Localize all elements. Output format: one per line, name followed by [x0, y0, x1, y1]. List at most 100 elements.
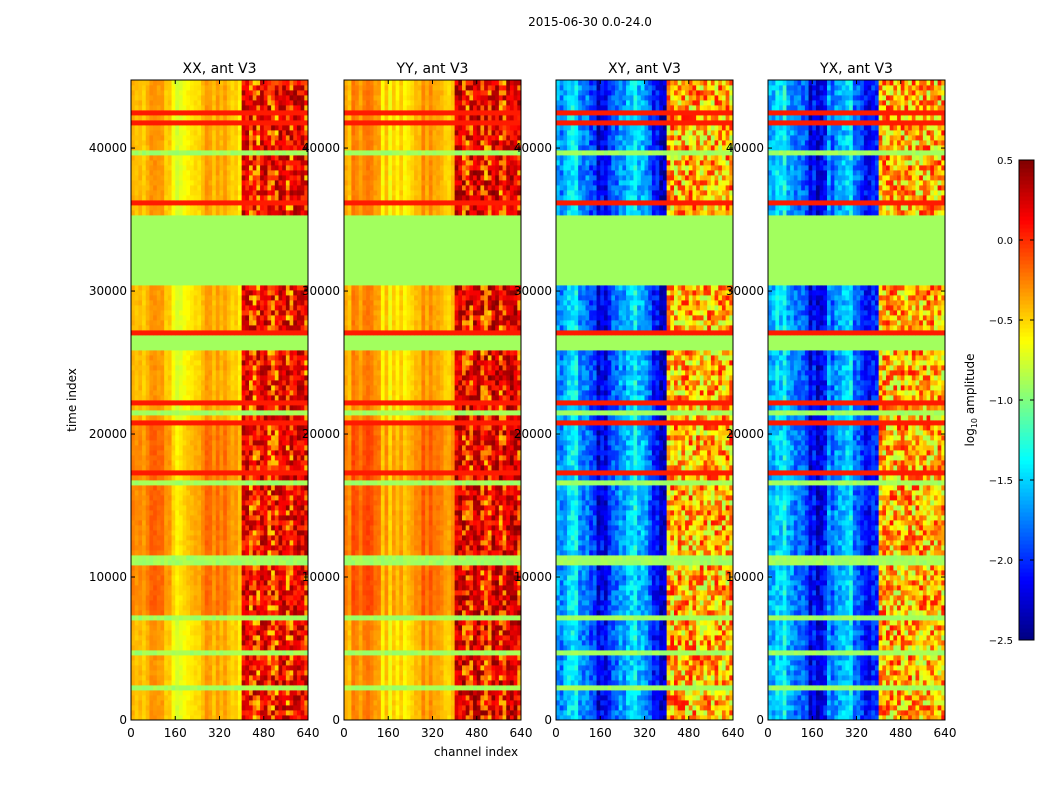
heatmap-cell: [134, 670, 139, 676]
heatmap-cell: [249, 400, 254, 406]
heatmap-cell: [212, 320, 217, 326]
heatmap-cell: [249, 275, 254, 281]
heatmap-cell: [178, 690, 184, 696]
heatmap-cell: [193, 525, 198, 531]
heatmap-cell: [293, 595, 298, 601]
heatmap-cell: [241, 635, 246, 641]
heatmap-cell: [263, 315, 268, 321]
heatmap-cell: [223, 290, 228, 296]
heatmap-cell: [131, 295, 136, 301]
heatmap-cell: [241, 565, 246, 571]
heatmap-cell: [296, 420, 302, 426]
heatmap-cell: [167, 330, 172, 336]
heatmap-cell: [201, 320, 206, 326]
heatmap-cell: [164, 260, 169, 266]
heatmap-cell: [241, 270, 246, 276]
heatmap-cell: [178, 610, 184, 616]
heatmap-cell: [285, 600, 290, 606]
heatmap-cell: [145, 535, 150, 541]
heatmap-cell: [204, 380, 209, 386]
heatmap-cell: [278, 200, 283, 206]
heatmap-cell: [223, 580, 228, 586]
heatmap-cell: [267, 245, 272, 251]
heatmap-cell: [193, 655, 198, 661]
heatmap-cell: [149, 550, 154, 556]
heatmap-cell: [201, 240, 206, 246]
heatmap-cell: [260, 330, 265, 336]
heatmap-cell: [219, 625, 224, 631]
heatmap-cell: [252, 390, 257, 396]
heatmap-cell: [241, 405, 246, 411]
heatmap-cell: [134, 455, 139, 461]
heatmap-cell: [282, 310, 287, 316]
heatmap-cell: [182, 360, 187, 366]
heatmap-cell: [252, 705, 257, 711]
heatmap-cell: [219, 205, 224, 211]
heatmap-cell: [190, 410, 195, 416]
heatmap-cell: [193, 630, 198, 636]
heatmap-cell: [164, 365, 169, 371]
heatmap-cell: [193, 295, 198, 301]
heatmap-cell: [178, 485, 184, 491]
heatmap-cell: [274, 475, 279, 481]
heatmap-cell: [215, 410, 220, 416]
heatmap-cell: [145, 300, 150, 306]
heatmap-cell: [300, 600, 305, 606]
heatmap-cell: [285, 425, 290, 431]
heatmap-cell: [149, 555, 154, 561]
heatmap-cell: [156, 225, 161, 231]
heatmap-cell: [182, 680, 187, 686]
heatmap-cell: [193, 540, 198, 546]
heatmap-cell: [223, 320, 228, 326]
heatmap-cell: [186, 370, 191, 376]
heatmap-cell: [278, 220, 283, 226]
heatmap-cell: [296, 215, 302, 221]
heatmap-cell: [171, 630, 176, 636]
heatmap-cell: [178, 215, 184, 221]
heatmap-cell: [149, 385, 154, 391]
heatmap-cell: [171, 340, 176, 346]
heatmap-cell: [149, 435, 154, 441]
heatmap-cell: [160, 715, 165, 721]
heatmap-cell: [208, 435, 213, 441]
heatmap-cell: [252, 255, 257, 261]
heatmap-cell: [208, 595, 213, 601]
heatmap-cell: [164, 575, 169, 581]
heatmap-cell: [274, 545, 279, 551]
heatmap-cell: [282, 265, 287, 271]
heatmap-cell: [212, 620, 217, 626]
heatmap-cell: [263, 225, 268, 231]
heatmap-cell: [138, 345, 143, 351]
heatmap-cell: [245, 580, 250, 586]
heatmap-cell: [293, 245, 298, 251]
heatmap-cell: [175, 705, 180, 711]
heatmap-cell: [186, 365, 191, 371]
heatmap-cell: [274, 570, 279, 576]
heatmap-cell: [252, 485, 257, 491]
heatmap-cell: [226, 585, 231, 591]
heatmap-cell: [164, 380, 169, 386]
heatmap-cell: [197, 535, 202, 541]
heatmap-cell: [190, 635, 195, 641]
heatmap-cell: [289, 560, 294, 566]
heatmap-cell: [296, 375, 302, 381]
heatmap-cell: [223, 225, 228, 231]
heatmap-cell: [175, 280, 180, 286]
heatmap-cell: [289, 485, 294, 491]
heatmap-cell: [241, 255, 246, 261]
heatmap-cell: [260, 685, 265, 691]
heatmap-cell: [212, 290, 217, 296]
heatmap-cell: [164, 320, 169, 326]
heatmap-cell: [293, 425, 298, 431]
heatmap-cell: [226, 505, 231, 511]
heatmap-cell: [278, 540, 283, 546]
heatmap-cell: [156, 360, 161, 366]
heatmap-cell: [153, 605, 158, 611]
heatmap-cell: [138, 285, 143, 291]
heatmap-cell: [278, 700, 283, 706]
heatmap-cell: [241, 375, 246, 381]
heatmap-cell: [208, 485, 213, 491]
heatmap-cell: [215, 665, 220, 671]
heatmap-cell: [134, 250, 139, 256]
heatmap-cell: [293, 300, 298, 306]
